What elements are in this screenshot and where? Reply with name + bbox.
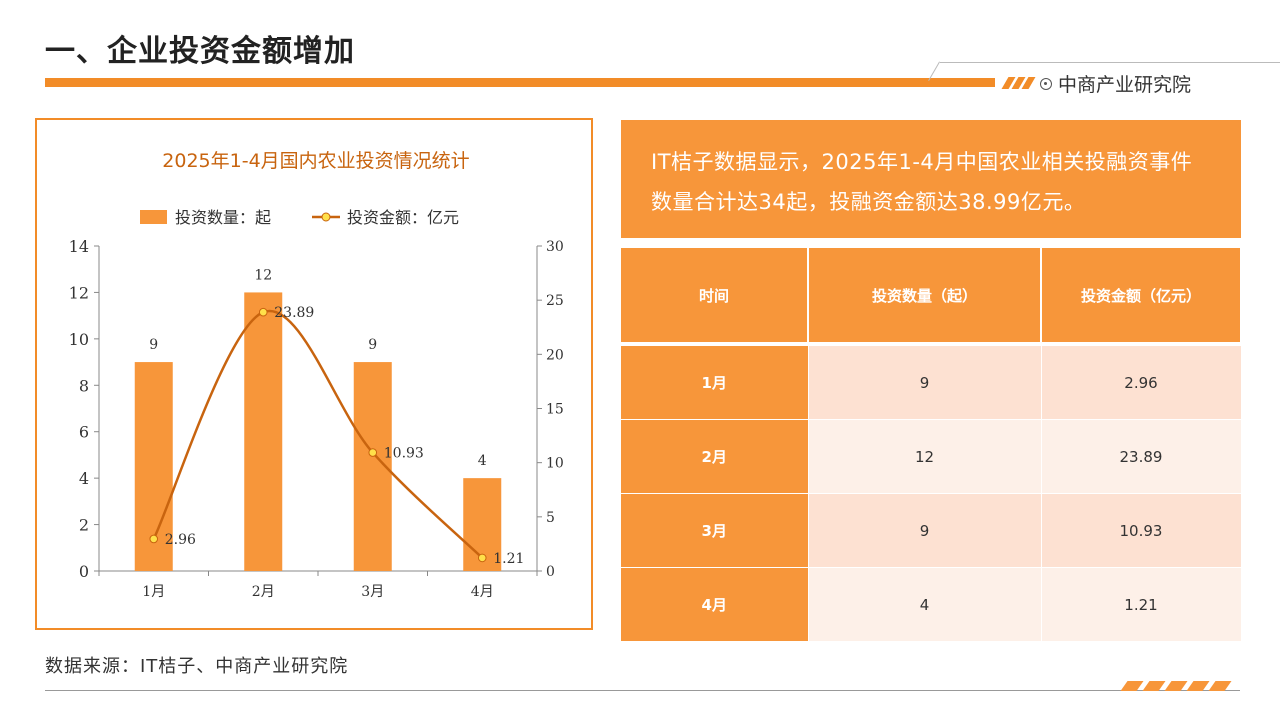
left-tick-label: 14 — [69, 237, 89, 256]
chart-title: 2025年1-4月国内农业投资情况统计 — [162, 150, 469, 172]
table-cell-month: 3月 — [621, 493, 809, 568]
header-stripes — [1001, 77, 1036, 89]
table-cell-amount: 23.89 — [1041, 419, 1242, 494]
table-cell-count: 12 — [808, 419, 1042, 494]
title-underline — [45, 78, 995, 87]
chart-axes: 0 2 4 6 8 10 12 14 0 5 10 15 20 25 30 1月 2月 3月 4月 — [69, 237, 564, 600]
brand-name: 中商产业研究院 — [1058, 74, 1192, 96]
left-tick-label: 2 — [79, 516, 89, 535]
bar — [244, 292, 283, 571]
line-point — [477, 553, 487, 563]
footer-stripes — [1120, 681, 1240, 691]
line-value-label: 2.96 — [165, 532, 196, 548]
table-row: 1月 9 2.96 — [621, 344, 1242, 420]
table-cell-amount: 1.21 — [1041, 567, 1242, 642]
table-cell-count: 9 — [808, 493, 1042, 568]
combo-chart: 2025年1-4月国内农业投资情况统计 投资数量：起 投资金额：亿元 0 2 4 6 8… — [69, 150, 564, 600]
line-point — [149, 534, 159, 544]
chart-panel: 2025年1-4月国内农业投资情况统计 投资数量：起 投资金额：亿元 0 2 4 6 8… — [35, 118, 593, 630]
right-tick-label: 0 — [546, 564, 555, 580]
bar-value-label: 4 — [478, 453, 487, 469]
brand: 中商产业研究院 — [1040, 70, 1191, 97]
data-source: 数据来源：IT桔子、中商产业研究院 — [45, 656, 349, 677]
bar-value-label: 9 — [149, 337, 158, 353]
x-tick-label: 4月 — [471, 584, 494, 600]
footer-divider — [45, 690, 1240, 691]
right-tick-label: 10 — [546, 456, 564, 472]
table-row: 2月 12 23.89 — [621, 419, 1242, 494]
line-point — [368, 448, 378, 457]
table-cell-month: 2月 — [621, 419, 809, 494]
line-value-label: 1.21 — [493, 551, 524, 567]
table-row: 4月 4 1.21 — [621, 567, 1242, 642]
table-cell-month: 1月 — [621, 344, 809, 420]
table-cell-month: 4月 — [621, 567, 809, 642]
line-point — [258, 307, 268, 317]
header-divider — [940, 62, 1280, 63]
page-title: 一、企业投资金额增加 — [45, 34, 355, 69]
chart-bars: 9 12 9 4 — [134, 267, 502, 571]
legend-line-marker — [321, 212, 331, 222]
right-tick-label: 30 — [546, 239, 564, 255]
right-tick-label: 20 — [546, 347, 564, 363]
line-series-path — [152, 309, 484, 559]
table-header-amount: 投资金额（亿元） — [1041, 248, 1242, 346]
right-tick-label: 15 — [546, 402, 564, 418]
info-callout: IT桔子数据显示，2025年1-4月中国农业相关投融资事件数量合计达34起，投融… — [621, 120, 1241, 238]
x-tick-label: 3月 — [361, 584, 384, 600]
left-tick-label: 6 — [79, 423, 89, 442]
left-tick-label: 0 — [79, 562, 89, 581]
legend-bar-swatch — [140, 210, 167, 224]
line-value-label: 23.89 — [274, 305, 314, 321]
table-cell-count: 4 — [808, 567, 1042, 642]
table-cell-amount: 10.93 — [1041, 493, 1242, 568]
bar-value-label: 12 — [254, 267, 272, 283]
right-tick-label: 25 — [546, 293, 564, 309]
data-table: 时间 投资数量（起） 投资金额（亿元） 1月 9 2.96 2月 12 23.8… — [621, 248, 1242, 642]
table-header-row: 时间 投资数量（起） 投资金额（亿元） — [621, 248, 1242, 346]
table-header-count: 投资数量（起） — [808, 248, 1042, 346]
left-tick-label: 8 — [79, 376, 89, 395]
target-icon — [1040, 77, 1052, 90]
left-tick-label: 4 — [79, 469, 89, 488]
left-tick-label: 10 — [69, 330, 89, 349]
table-header-time: 时间 — [621, 248, 809, 346]
right-tick-label: 5 — [546, 510, 555, 526]
legend-bar-label: 投资数量：起 — [175, 208, 271, 227]
x-tick-label: 2月 — [252, 584, 275, 600]
table-row: 3月 9 10.93 — [621, 493, 1242, 568]
left-tick-label: 12 — [69, 283, 89, 302]
chart-legend: 投资数量：起 投资金额：亿元 — [140, 208, 459, 227]
x-tick-label: 1月 — [142, 584, 165, 600]
line-value-label: 10.93 — [384, 446, 424, 462]
bar-value-label: 9 — [368, 337, 377, 353]
chart-line: 2.96 23.89 10.93 1.21 — [149, 305, 524, 567]
table-cell-count: 9 — [808, 344, 1042, 420]
table-cell-amount: 2.96 — [1041, 344, 1242, 420]
legend-line-label: 投资金额：亿元 — [347, 208, 459, 227]
